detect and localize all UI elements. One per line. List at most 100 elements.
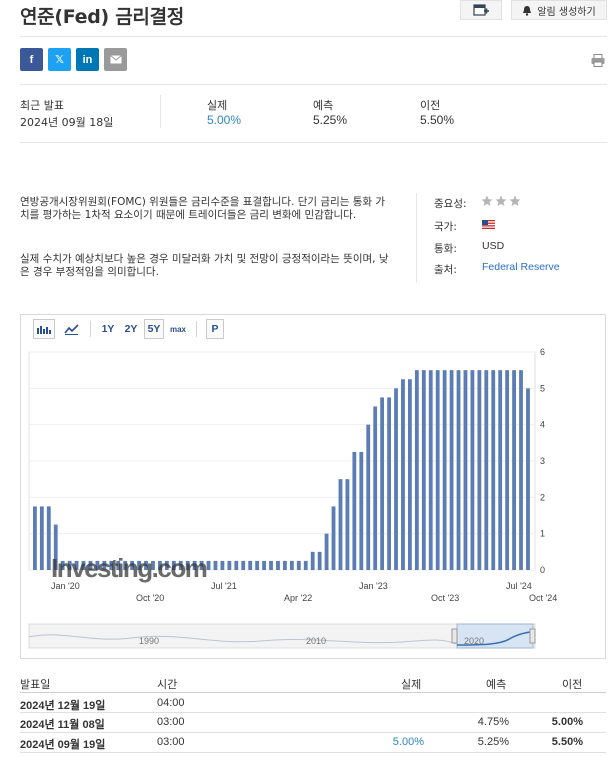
bar — [442, 370, 447, 570]
divider — [20, 692, 606, 693]
row-2-forecast: 4.75% — [477, 716, 509, 728]
bar — [213, 560, 218, 570]
bar — [289, 560, 294, 570]
bar — [220, 560, 225, 570]
latest-release-label: 최근 발표 — [20, 99, 64, 112]
bar — [206, 560, 211, 570]
bar-chart-button[interactable] — [33, 319, 55, 339]
divider — [20, 142, 607, 143]
row-3-time: 03:00 — [157, 736, 185, 748]
range-max-button[interactable]: max — [169, 324, 186, 334]
bar — [109, 560, 114, 570]
row-3-actual: 5.00% — [392, 736, 424, 748]
divider — [20, 732, 606, 733]
bar — [81, 560, 86, 570]
row-3-date: 2024년 09월 19일 — [20, 739, 106, 751]
row-1-date: 2024년 12월 19일 — [20, 700, 106, 712]
divider — [20, 84, 607, 85]
bar — [151, 560, 155, 570]
bar — [53, 524, 58, 570]
add-to-calendar-button[interactable] — [460, 0, 502, 20]
previous-label: 이전 — [420, 99, 441, 112]
bar — [484, 370, 489, 570]
currency-value: USD — [482, 240, 505, 252]
forecast-value: 5.25% — [313, 113, 348, 127]
currency-label: 통화: — [434, 243, 457, 255]
bar — [387, 397, 391, 570]
row-3-previous: 5.50% — [551, 736, 583, 748]
bar — [421, 370, 426, 570]
bar — [171, 560, 176, 570]
bar — [505, 370, 510, 570]
bar — [456, 370, 461, 570]
bar — [324, 533, 329, 570]
bar — [283, 560, 287, 570]
bar — [394, 388, 398, 570]
row-3-forecast: 5.25% — [477, 736, 509, 748]
bar — [359, 451, 364, 570]
col-header-previous: 이전 — [562, 678, 583, 691]
navigator-right-handle — [529, 628, 536, 644]
bar — [491, 370, 496, 570]
bar — [317, 551, 322, 570]
range-1y-button[interactable]: 1Y — [101, 323, 115, 335]
star-icon — [495, 195, 507, 206]
print-icon[interactable] — [591, 54, 605, 67]
rate-bar-chart: 0 1 2 3 4 5 6 Jan '20 Jul '21 Jan '23 Jul '24 Oct … — [28, 347, 557, 649]
bar — [408, 379, 412, 570]
forecast-label: 예측 — [313, 99, 334, 112]
email-share-button[interactable] — [104, 48, 127, 71]
bar — [463, 370, 468, 570]
calendar-plus-icon — [473, 4, 489, 16]
divider — [196, 321, 197, 337]
bar — [67, 560, 72, 570]
bar — [373, 406, 378, 570]
divider — [20, 36, 607, 37]
facebook-share-button[interactable]: f — [20, 48, 43, 71]
bar — [331, 506, 336, 570]
bar — [470, 370, 475, 570]
col-header-actual: 실제 — [401, 678, 422, 691]
y-tick-label: 4 — [540, 420, 545, 430]
bar — [338, 479, 343, 570]
page-title: 연준(Fed) 금리결정 — [20, 6, 184, 28]
bar — [137, 560, 141, 570]
source-label: 출처: — [434, 264, 457, 276]
range-5y-button[interactable]: 5Y — [144, 319, 164, 339]
latest-release-date: 2024년 09월 18일 — [20, 116, 114, 129]
bar — [144, 560, 148, 570]
actual-value: 5.00% — [207, 113, 242, 127]
bar — [164, 560, 169, 570]
source-link[interactable]: Federal Reserve — [482, 261, 560, 273]
y-tick-label: 0 — [540, 565, 545, 575]
area-chart-button[interactable] — [60, 319, 82, 339]
bar — [477, 370, 482, 570]
row-2-date: 2024년 11월 08일 — [20, 719, 105, 731]
x-tick-label: Jan '23 — [359, 581, 388, 591]
divider — [20, 712, 606, 713]
description-paragraph-2: 실제 수치가 예상치보다 높은 경우 미달러화 가치 및 전망이 긍정적이라는 … — [20, 253, 389, 278]
importance-label: 중요성: — [434, 198, 467, 210]
navigator-line — [28, 634, 458, 645]
navigator-track — [28, 623, 536, 649]
bar — [227, 560, 232, 570]
bar — [185, 560, 190, 570]
bar — [178, 560, 183, 570]
p-button[interactable]: P — [206, 319, 224, 339]
bar — [380, 397, 385, 570]
x-share-button[interactable]: 𝕏 — [48, 48, 71, 71]
bar — [130, 560, 135, 570]
bell-icon — [523, 5, 532, 16]
row-2-time: 03:00 — [157, 716, 185, 728]
bar — [449, 370, 454, 570]
x-tick-label: Apr '22 — [284, 593, 312, 603]
create-alert-button[interactable]: 알림 생성하기 — [511, 0, 607, 20]
row-1-time: 04:00 — [157, 697, 185, 709]
star-icon — [509, 195, 521, 206]
range-2y-button[interactable]: 2Y — [124, 323, 138, 335]
bar — [248, 560, 253, 570]
bar — [241, 560, 246, 570]
linkedin-share-button[interactable]: in — [76, 48, 99, 71]
bar — [345, 479, 350, 570]
bar-chart-icon — [37, 325, 51, 334]
